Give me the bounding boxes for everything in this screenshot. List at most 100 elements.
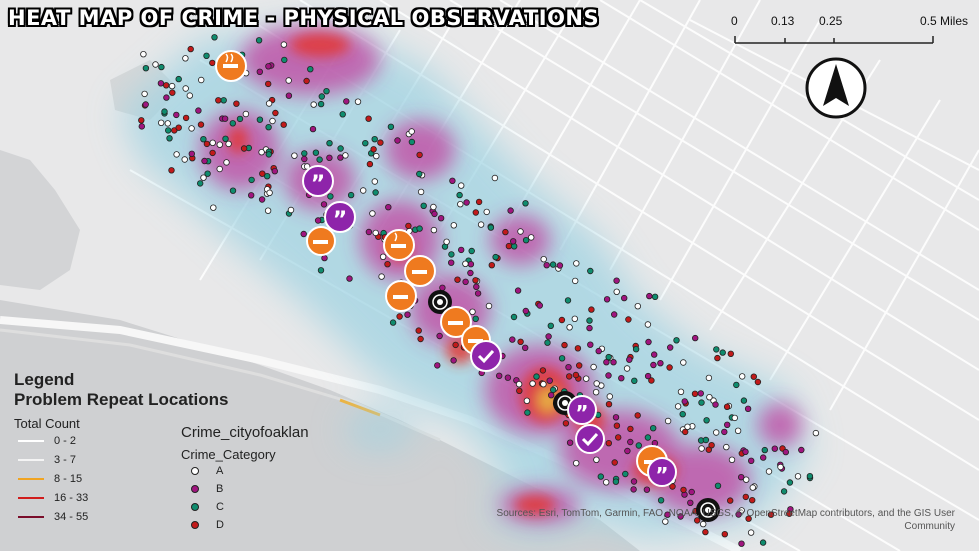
crime-point bbox=[265, 100, 273, 107]
crime-point bbox=[694, 517, 701, 524]
check-icon[interactable] bbox=[575, 424, 605, 454]
smoking-icon[interactable] bbox=[385, 280, 417, 312]
crime-point bbox=[269, 117, 276, 125]
crime-point bbox=[502, 228, 509, 236]
category-dot-swatch bbox=[191, 503, 199, 511]
crime-point bbox=[750, 373, 757, 380]
crime-point bbox=[606, 393, 613, 400]
crime-point bbox=[700, 520, 707, 528]
crime-point bbox=[812, 429, 820, 437]
crime-point bbox=[610, 359, 617, 366]
crime-point bbox=[164, 127, 172, 134]
crime-point bbox=[483, 208, 490, 216]
crime-point bbox=[240, 145, 248, 152]
crime-point bbox=[643, 486, 651, 493]
crime-point bbox=[515, 381, 523, 388]
crime-point bbox=[677, 513, 684, 520]
crime-point bbox=[430, 226, 438, 234]
crime-point bbox=[287, 206, 295, 214]
crime-point bbox=[721, 428, 728, 436]
crime-point bbox=[794, 473, 802, 480]
svg-text:”: ” bbox=[333, 208, 347, 233]
crime-point bbox=[566, 373, 573, 380]
crime-point bbox=[317, 267, 325, 274]
svg-text:”: ” bbox=[575, 401, 588, 425]
crime-point bbox=[669, 483, 676, 490]
crime-point bbox=[318, 93, 325, 100]
crime-point bbox=[514, 287, 522, 294]
legend-title: Legend bbox=[14, 370, 75, 389]
crime-point bbox=[197, 121, 205, 128]
quote-icon[interactable]: ” bbox=[567, 395, 597, 425]
crime-point bbox=[301, 150, 308, 157]
crime-point bbox=[767, 511, 775, 518]
crime-point bbox=[545, 333, 552, 340]
crime-point bbox=[626, 356, 633, 363]
crime-point bbox=[692, 334, 699, 342]
crime-point bbox=[529, 380, 536, 387]
quote-icon[interactable]: ” bbox=[302, 165, 334, 197]
crime-point bbox=[215, 97, 222, 104]
crime-point bbox=[487, 224, 495, 231]
crime-point bbox=[186, 92, 193, 99]
crime-point bbox=[562, 420, 570, 427]
crime-point bbox=[754, 378, 762, 386]
crime-point bbox=[369, 210, 376, 217]
crime-point bbox=[748, 457, 755, 464]
crime-point bbox=[200, 174, 207, 181]
crime-point bbox=[360, 187, 367, 194]
crime-point bbox=[372, 189, 379, 196]
crime-point bbox=[317, 100, 325, 108]
crime-point bbox=[510, 313, 518, 321]
crime-category-item: B bbox=[191, 480, 309, 498]
crime-points-layer bbox=[138, 34, 820, 547]
crime-point bbox=[203, 52, 210, 59]
crime-point bbox=[673, 337, 680, 344]
crime-point bbox=[624, 447, 631, 455]
crime-point bbox=[462, 260, 469, 267]
crime-point bbox=[468, 247, 475, 255]
quote-icon[interactable]: ” bbox=[324, 201, 356, 233]
crime-field-name: Crime_Category bbox=[181, 447, 276, 462]
crime-point bbox=[724, 421, 731, 428]
total-count-item: 0 - 2 bbox=[14, 431, 228, 450]
smoking-icon[interactable] bbox=[215, 50, 247, 82]
crime-point bbox=[651, 293, 659, 300]
crime-point bbox=[384, 261, 391, 268]
crime-point bbox=[721, 531, 728, 538]
check-icon[interactable] bbox=[470, 340, 502, 372]
crime-point bbox=[806, 473, 814, 480]
crime-point bbox=[343, 98, 350, 105]
crime-point bbox=[472, 315, 479, 322]
target-icon[interactable] bbox=[696, 498, 720, 522]
scale-label-2: 0.25 bbox=[819, 14, 843, 28]
target-icon[interactable] bbox=[428, 290, 452, 314]
crime-point bbox=[618, 375, 625, 382]
crime-point bbox=[738, 474, 745, 481]
crime-point bbox=[473, 283, 480, 290]
crime-point bbox=[166, 135, 173, 142]
quote-icon[interactable]: ” bbox=[647, 457, 677, 487]
crime-point bbox=[229, 187, 237, 194]
crime-point bbox=[152, 61, 159, 68]
crime-point bbox=[728, 456, 736, 463]
crime-point bbox=[517, 338, 524, 345]
smoking-icon[interactable] bbox=[383, 229, 415, 261]
crime-point bbox=[566, 324, 573, 331]
legend-line-swatch bbox=[18, 439, 44, 442]
crime-point bbox=[272, 109, 279, 117]
crime-point bbox=[256, 68, 263, 75]
smoking-icon[interactable] bbox=[440, 306, 472, 338]
crime-point bbox=[182, 114, 190, 122]
crime-point bbox=[550, 386, 557, 394]
crime-point bbox=[271, 167, 278, 175]
crime-point bbox=[223, 159, 230, 166]
total-count-title: Total Count bbox=[14, 416, 80, 431]
crime-point bbox=[648, 377, 655, 384]
north-arrow-icon bbox=[805, 57, 867, 119]
smoking-icon[interactable] bbox=[404, 255, 436, 287]
crime-point bbox=[540, 381, 547, 388]
smoking-icon[interactable] bbox=[306, 226, 336, 256]
crime-point bbox=[366, 160, 374, 168]
